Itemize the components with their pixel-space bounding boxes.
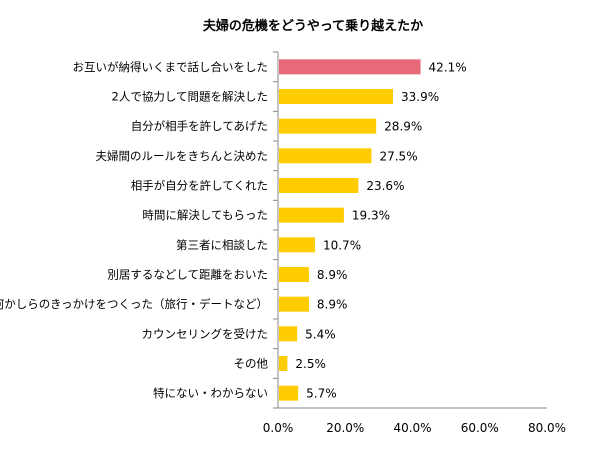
category-label: 特にない・わからない [153,386,268,400]
category-label: 2人で協力して問題を解決した [112,90,268,104]
data-label: 5.4% [305,327,336,341]
category-label: 自分が相手を許してあげた [131,119,268,133]
category-label: 別居するなどして距離をおいた [107,268,268,282]
x-tick-label: 40.0% [393,421,431,435]
category-label: 何かしらのきっかけをつくった（旅行・デートなど） [0,297,268,311]
data-label: 28.9% [384,120,422,134]
x-tick-label: 80.0% [528,421,566,435]
category-label: 相手が自分を許してくれた [131,179,268,193]
data-label: 10.7% [323,238,361,252]
data-label: 33.9% [401,90,439,104]
bar [279,207,344,223]
data-label: 5.7% [306,387,337,401]
chart-title: 夫婦の危機をどうやって乗り越えたか [203,18,423,34]
data-label: 8.9% [317,298,348,312]
data-label: 19.3% [352,209,390,223]
bar [279,89,393,104]
x-tick-label: 20.0% [326,421,364,435]
data-label: 23.6% [366,179,404,193]
bar [279,148,372,164]
category-label: その他 [234,357,269,371]
category-label: カウンセリングを受けた [142,327,269,341]
bar [279,385,299,401]
bar [279,178,359,193]
data-label: 27.5% [379,149,417,163]
bar [279,237,315,253]
data-label: 8.9% [317,268,348,282]
bar [279,296,309,312]
data-label: 42.1% [429,60,467,74]
bar [279,118,377,134]
x-tick-label: 60.0% [461,421,499,435]
data-label: 2.5% [295,357,326,371]
bar [279,59,421,75]
category-label: 第三者に相談した [176,238,268,252]
bar [279,267,309,282]
category-label: 時間に解決してもらった [142,208,268,222]
category-label: 夫婦間のルールをきちんと決めた [96,149,269,163]
category-label: お互いが納得いくまで話し合いをした [73,60,269,74]
bar [279,326,298,342]
bar [279,356,288,371]
x-tick-label: 0.0% [263,421,294,435]
